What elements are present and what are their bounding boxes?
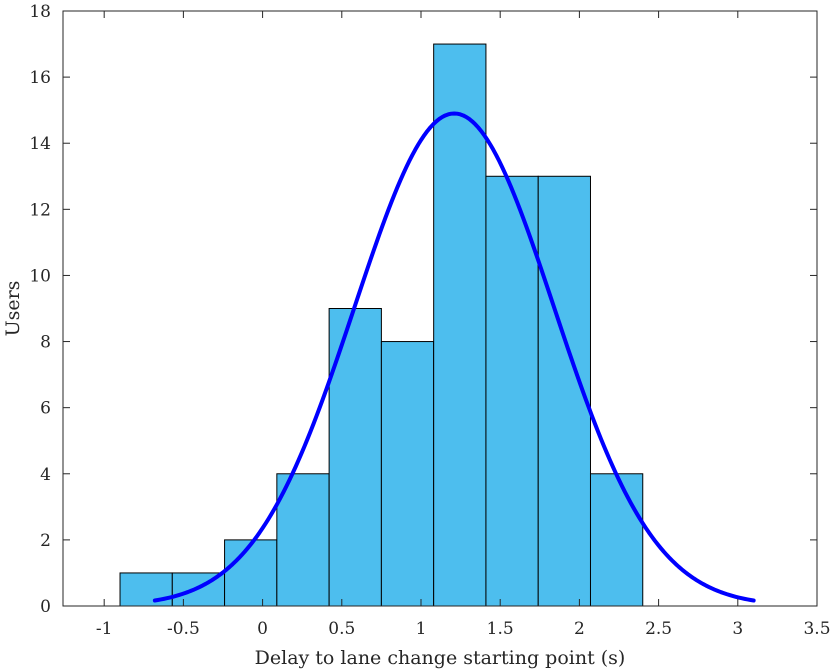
x-tick-label: -0.5 (167, 619, 200, 639)
x-tick-label: 0.5 (328, 619, 355, 639)
axis-tick-labels: -1 -0.5 0 0.5 1 1.5 2 2.5 3 3.5 0 2 4 6 8 10 12 14 16 18 (29, 2, 830, 639)
axes-box (62, 10, 818, 607)
x-tick-label: -1 (96, 619, 113, 639)
histogram-bars (119, 43, 644, 607)
y-tick-label: 16 (29, 68, 51, 88)
x-tick-label: 2 (574, 619, 585, 639)
y-tick-label: 0 (40, 597, 51, 617)
y-tick-label: 18 (29, 2, 51, 22)
histogram-bar (224, 539, 278, 607)
y-tick-label: 14 (29, 134, 51, 154)
y-tick-label: 6 (40, 399, 51, 419)
x-tick-label: 2.5 (645, 619, 672, 639)
x-tick-label: 1.5 (487, 619, 514, 639)
histogram-bar (380, 341, 435, 607)
y-tick-label: 2 (40, 531, 51, 551)
y-axis-label: Users (2, 281, 24, 337)
axis-ticks (63, 10, 818, 607)
x-tick-label: 1 (416, 619, 427, 639)
x-tick-label: 3 (732, 619, 743, 639)
histogram-bar (589, 473, 644, 607)
histogram-bar (433, 43, 487, 607)
x-tick-label: 3.5 (803, 619, 830, 639)
y-tick-label: 4 (40, 465, 51, 485)
y-tick-label: 8 (40, 333, 51, 353)
normal-fit-curve (152, 111, 756, 603)
y-tick-label: 10 (29, 266, 51, 286)
x-tick-label: 0 (257, 619, 268, 639)
x-axis-label: Delay to lane change starting point (s) (255, 647, 626, 669)
histogram-bar (485, 175, 539, 607)
y-tick-label: 12 (29, 200, 51, 220)
histogram-bar (119, 572, 173, 607)
